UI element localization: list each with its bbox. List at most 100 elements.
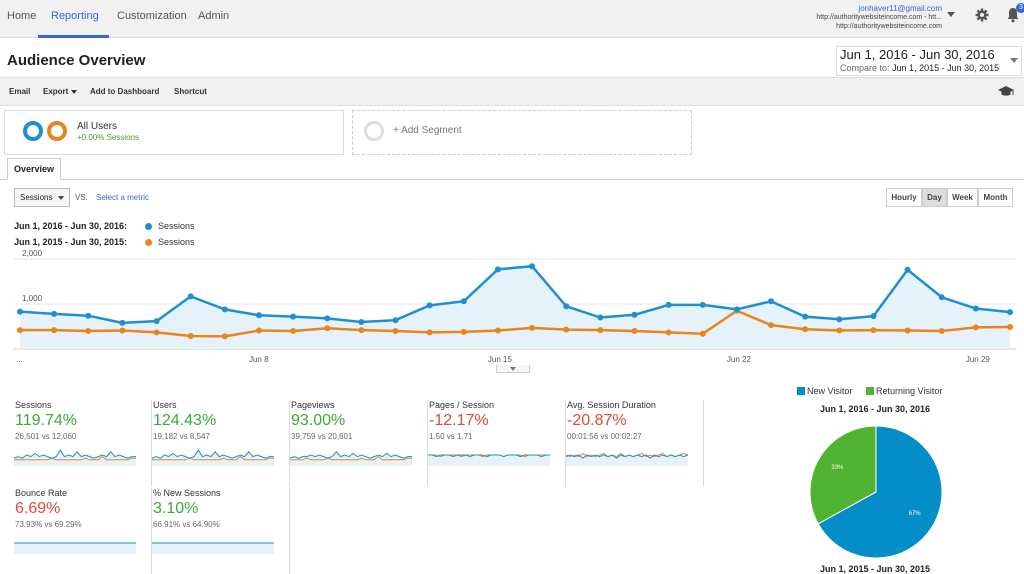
data-point[interactable] <box>529 324 536 331</box>
data-point[interactable] <box>836 327 843 334</box>
data-point[interactable] <box>836 316 843 323</box>
data-point[interactable] <box>904 327 911 334</box>
data-point[interactable] <box>153 329 160 336</box>
tab-admin[interactable]: Admin <box>198 10 230 22</box>
export-chevron-down-icon <box>71 89 78 94</box>
tab-reporting[interactable]: Reporting <box>51 10 99 22</box>
metric-name: Bounce Rate <box>15 488 68 498</box>
data-point[interactable] <box>51 310 58 317</box>
granularity-week[interactable]: Week <box>947 188 978 207</box>
data-point[interactable] <box>1007 309 1013 316</box>
granularity-hourly[interactable]: Hourly <box>886 188 922 207</box>
data-point[interactable] <box>153 318 160 325</box>
date-range[interactable]: Jun 1, 2016 - Jun 30, 2016 <box>840 47 995 62</box>
email-button[interactable]: Email <box>9 87 31 96</box>
bell-icon[interactable] <box>1006 7 1020 23</box>
data-point[interactable] <box>665 301 672 308</box>
add-segment-button[interactable] <box>352 110 692 155</box>
data-point[interactable] <box>392 317 399 324</box>
data-point[interactable] <box>494 327 501 334</box>
data-point[interactable] <box>426 329 433 336</box>
data-point[interactable] <box>802 313 809 320</box>
data-point[interactable] <box>563 303 570 310</box>
chart-expand-handle[interactable] <box>496 365 530 373</box>
data-point[interactable] <box>255 327 262 334</box>
export-button[interactable]: Export <box>43 87 78 96</box>
data-point[interactable] <box>563 326 570 333</box>
data-point[interactable] <box>597 314 604 321</box>
data-point[interactable] <box>255 312 262 319</box>
data-point[interactable] <box>529 263 536 270</box>
sparkline-area <box>14 543 136 554</box>
data-point[interactable] <box>972 305 979 312</box>
data-point[interactable] <box>221 306 228 313</box>
account-chevron-down-icon[interactable] <box>947 12 955 17</box>
data-point[interactable] <box>85 328 92 334</box>
data-point[interactable] <box>597 327 604 334</box>
metric-card[interactable]: Users 124.43% 19,182 vs 8,547 <box>152 400 290 486</box>
tab-customization[interactable]: Customization <box>117 10 187 22</box>
data-point[interactable] <box>17 327 23 334</box>
sparkline-previous <box>290 455 412 461</box>
gear-icon[interactable] <box>975 8 989 22</box>
data-point[interactable] <box>119 319 126 326</box>
select-metric-link[interactable]: Select a metric <box>96 193 149 202</box>
granularity-day[interactable]: Day <box>922 188 947 207</box>
tab-overview[interactable]: Overview <box>7 158 61 180</box>
data-point[interactable] <box>119 327 126 334</box>
date-range-picker[interactable] <box>836 46 1022 76</box>
metric-card[interactable]: Pageviews 93.00% 39,759 vs 20,601 <box>290 400 428 486</box>
data-point[interactable] <box>802 326 809 333</box>
sparkline-current <box>566 454 688 459</box>
granularity-month[interactable]: Month <box>978 188 1013 207</box>
data-point[interactable] <box>631 328 638 334</box>
pie-slice-new-visitor[interactable] <box>817 425 943 559</box>
data-point[interactable] <box>187 293 194 300</box>
data-point[interactable] <box>768 322 775 329</box>
metric-selector[interactable]: Sessions <box>14 188 70 207</box>
metric-card[interactable]: Bounce Rate 6.69% 73.93% vs 69.29% <box>14 488 152 574</box>
segment-all-users[interactable] <box>4 110 344 155</box>
data-point[interactable] <box>187 332 194 339</box>
data-point[interactable] <box>1007 323 1013 330</box>
data-point[interactable] <box>870 327 877 334</box>
data-point[interactable] <box>972 324 979 331</box>
data-point[interactable] <box>938 328 945 334</box>
data-point[interactable] <box>460 328 467 335</box>
data-point[interactable] <box>426 302 433 309</box>
date-chevron-down-icon[interactable] <box>1010 58 1018 63</box>
data-point[interactable] <box>358 327 365 334</box>
data-point[interactable] <box>733 306 740 313</box>
data-point[interactable] <box>324 315 331 322</box>
metric-card[interactable]: % New Sessions 3.10% 66.91% vs 64.90% <box>152 488 290 574</box>
pie-slice-returning-visitor[interactable] <box>809 425 877 525</box>
tab-home[interactable]: Home <box>7 10 37 22</box>
add-to-dashboard-button[interactable]: Add to Dashboard <box>90 87 160 96</box>
data-point[interactable] <box>494 266 501 273</box>
shortcut-button[interactable]: Shortcut <box>174 87 207 96</box>
metric-card[interactable]: Sessions 119.74% 26,501 vs 12,060 <box>14 400 152 486</box>
metric-name: Pages / Session <box>429 400 495 410</box>
metric-card[interactable]: Pages / Session -12.17% 1.50 vs 1.71 <box>428 400 566 486</box>
data-point[interactable] <box>460 298 467 305</box>
data-point[interactable] <box>51 327 58 334</box>
data-point[interactable] <box>870 313 877 320</box>
data-point[interactable] <box>699 330 706 337</box>
graduation-cap-icon[interactable] <box>998 85 1014 97</box>
data-point[interactable] <box>392 328 399 334</box>
data-point[interactable] <box>904 266 911 273</box>
data-point[interactable] <box>85 312 92 319</box>
account-selector[interactable]: jonhaver11@gmail.com http://authorityweb… <box>816 4 942 31</box>
data-point[interactable] <box>290 328 297 334</box>
data-point[interactable] <box>768 298 775 305</box>
data-point[interactable] <box>221 333 228 340</box>
data-point[interactable] <box>358 319 365 325</box>
data-point[interactable] <box>699 301 706 308</box>
data-point[interactable] <box>324 325 331 332</box>
data-point[interactable] <box>631 311 638 318</box>
data-point[interactable] <box>665 329 672 336</box>
data-point[interactable] <box>290 313 297 320</box>
data-point[interactable] <box>938 294 945 301</box>
data-point[interactable] <box>17 308 23 315</box>
metric-card[interactable]: Avg. Session Duration -20.87% 00:01:56 vs … <box>566 400 704 486</box>
